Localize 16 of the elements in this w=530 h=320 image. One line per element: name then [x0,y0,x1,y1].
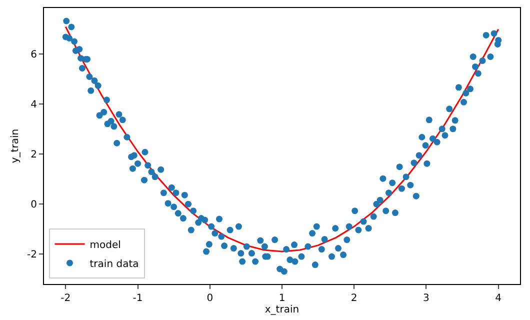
x-tick-label: 0 [206,293,214,304]
y-tick-label: 4 [30,100,37,111]
x-axis-title: x_train [264,304,300,316]
x-tick-label: 2 [350,293,358,304]
legend-label: model [90,240,121,251]
x-tick-label: 4 [495,293,502,304]
y-axis-title: y_train [10,128,22,164]
x-tick-label: -2 [60,293,71,304]
y-tick-label: 2 [30,150,37,161]
y-tick-label: 6 [30,50,37,61]
x-tick-label: 1 [278,293,286,304]
legend-label: train data [90,258,139,270]
x-tick-label: 3 [423,293,430,304]
y-tick-label: 0 [30,200,37,211]
y-tick-label: -2 [27,250,37,261]
x-tick-label: -1 [132,293,143,304]
